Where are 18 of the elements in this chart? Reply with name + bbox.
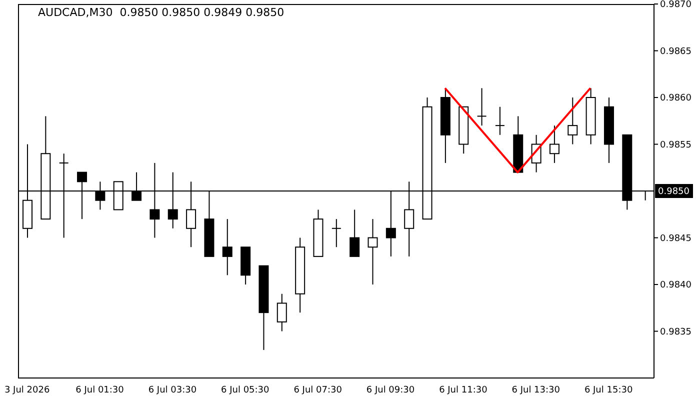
x-tick-label: 6 Jul 05:30 xyxy=(221,385,270,396)
y-tick-label: 0.9855 xyxy=(660,140,692,150)
y-tick-label: 0.9835 xyxy=(660,327,692,338)
x-tick-label: 6 Jul 15:30 xyxy=(584,385,633,396)
x-tick-label: 6 Jul 01:30 xyxy=(76,385,124,396)
chart-title: AUDCAD,M30 0.9850 0.9850 0.9849 0.9850 xyxy=(38,6,284,19)
y-tick-label: 0.9840 xyxy=(660,280,692,291)
x-tick-label: 6 Jul 13:30 xyxy=(512,385,560,396)
x-tick-label: 6 Jul 09:30 xyxy=(366,385,415,396)
x-tick-label: 6 Jul 03:30 xyxy=(148,385,197,396)
x-tick-label: 3 Jul 2026 xyxy=(4,385,50,396)
y-tick-label: 0.9860 xyxy=(660,94,692,104)
ref-line-label: 0.9850 xyxy=(658,187,690,197)
x-tick-label: 6 Jul 11:30 xyxy=(439,385,488,396)
y-tick-label: 0.9870 xyxy=(660,0,692,10)
y-tick-label: 0.9865 xyxy=(660,46,692,57)
y-tick-label: 0.9845 xyxy=(660,234,692,244)
x-tick-label: 6 Jul 07:30 xyxy=(294,385,342,396)
